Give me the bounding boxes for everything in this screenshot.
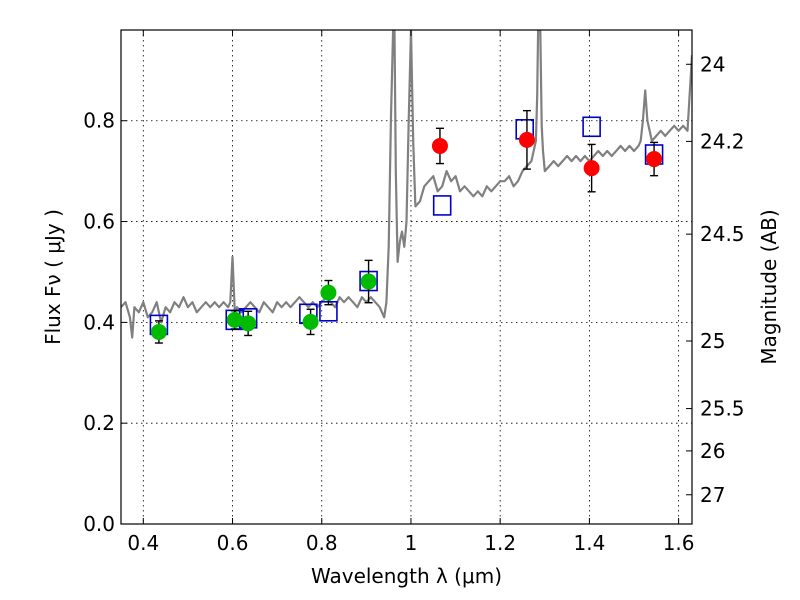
- x-tick-label: 0.4: [127, 531, 159, 555]
- x-tick-label: 1.4: [573, 531, 605, 555]
- y-tick-label: 0.8: [83, 109, 115, 133]
- photometry-point: [518, 131, 535, 148]
- photometry-point: [226, 311, 243, 328]
- photometry-point: [320, 284, 337, 301]
- y2-tick-label: 25: [700, 329, 725, 353]
- photometry-point: [431, 137, 448, 154]
- y2-tick-label: 27: [700, 483, 725, 507]
- x-tick-label: 0.8: [306, 531, 338, 555]
- photometry-point: [302, 313, 319, 330]
- data-layer: [121, 30, 692, 344]
- y2-tick-label: 25.5: [700, 397, 745, 421]
- plot-frame: [120, 29, 693, 525]
- y-tick-label: 0.0: [83, 512, 115, 536]
- photometry-point: [583, 160, 600, 177]
- y-tick-label: 0.6: [83, 210, 115, 234]
- y-axis-label: Flux Fν ( μJy ): [41, 209, 65, 345]
- y-tick-label: 0.4: [83, 310, 115, 334]
- y-tick-label: 0.2: [83, 411, 115, 435]
- x-axis-label: Wavelength λ (μm): [311, 564, 502, 588]
- photometry-point: [150, 323, 167, 340]
- x-tick-label: 1: [405, 531, 418, 555]
- model-square-marker: [432, 195, 452, 216]
- x-tick-label: 1.2: [484, 531, 516, 555]
- y2-tick-label: 24.2: [700, 129, 745, 153]
- y2-tick-label: 24.5: [700, 222, 745, 246]
- x-tick-label: 0.6: [217, 531, 249, 555]
- photometry-point: [360, 273, 377, 290]
- model-square-marker: [582, 116, 601, 138]
- photometry-point: [646, 151, 663, 168]
- y2-tick-label: 24: [700, 52, 725, 76]
- model-spectrum-line: [121, 30, 692, 339]
- y2-axis-label: Magnitude (AB): [757, 209, 781, 364]
- y2-tick-label: 26: [700, 439, 725, 463]
- photometry-point: [240, 315, 257, 332]
- tick-layer: 0.4 0.6 0.8 1 1.2 1.4 1.6 0.0 0.2 0.4 0.6 0.8 24 24.2…: [83, 30, 745, 555]
- grid-layer: [121, 30, 692, 525]
- x-tick-label: 1.6: [663, 531, 695, 555]
